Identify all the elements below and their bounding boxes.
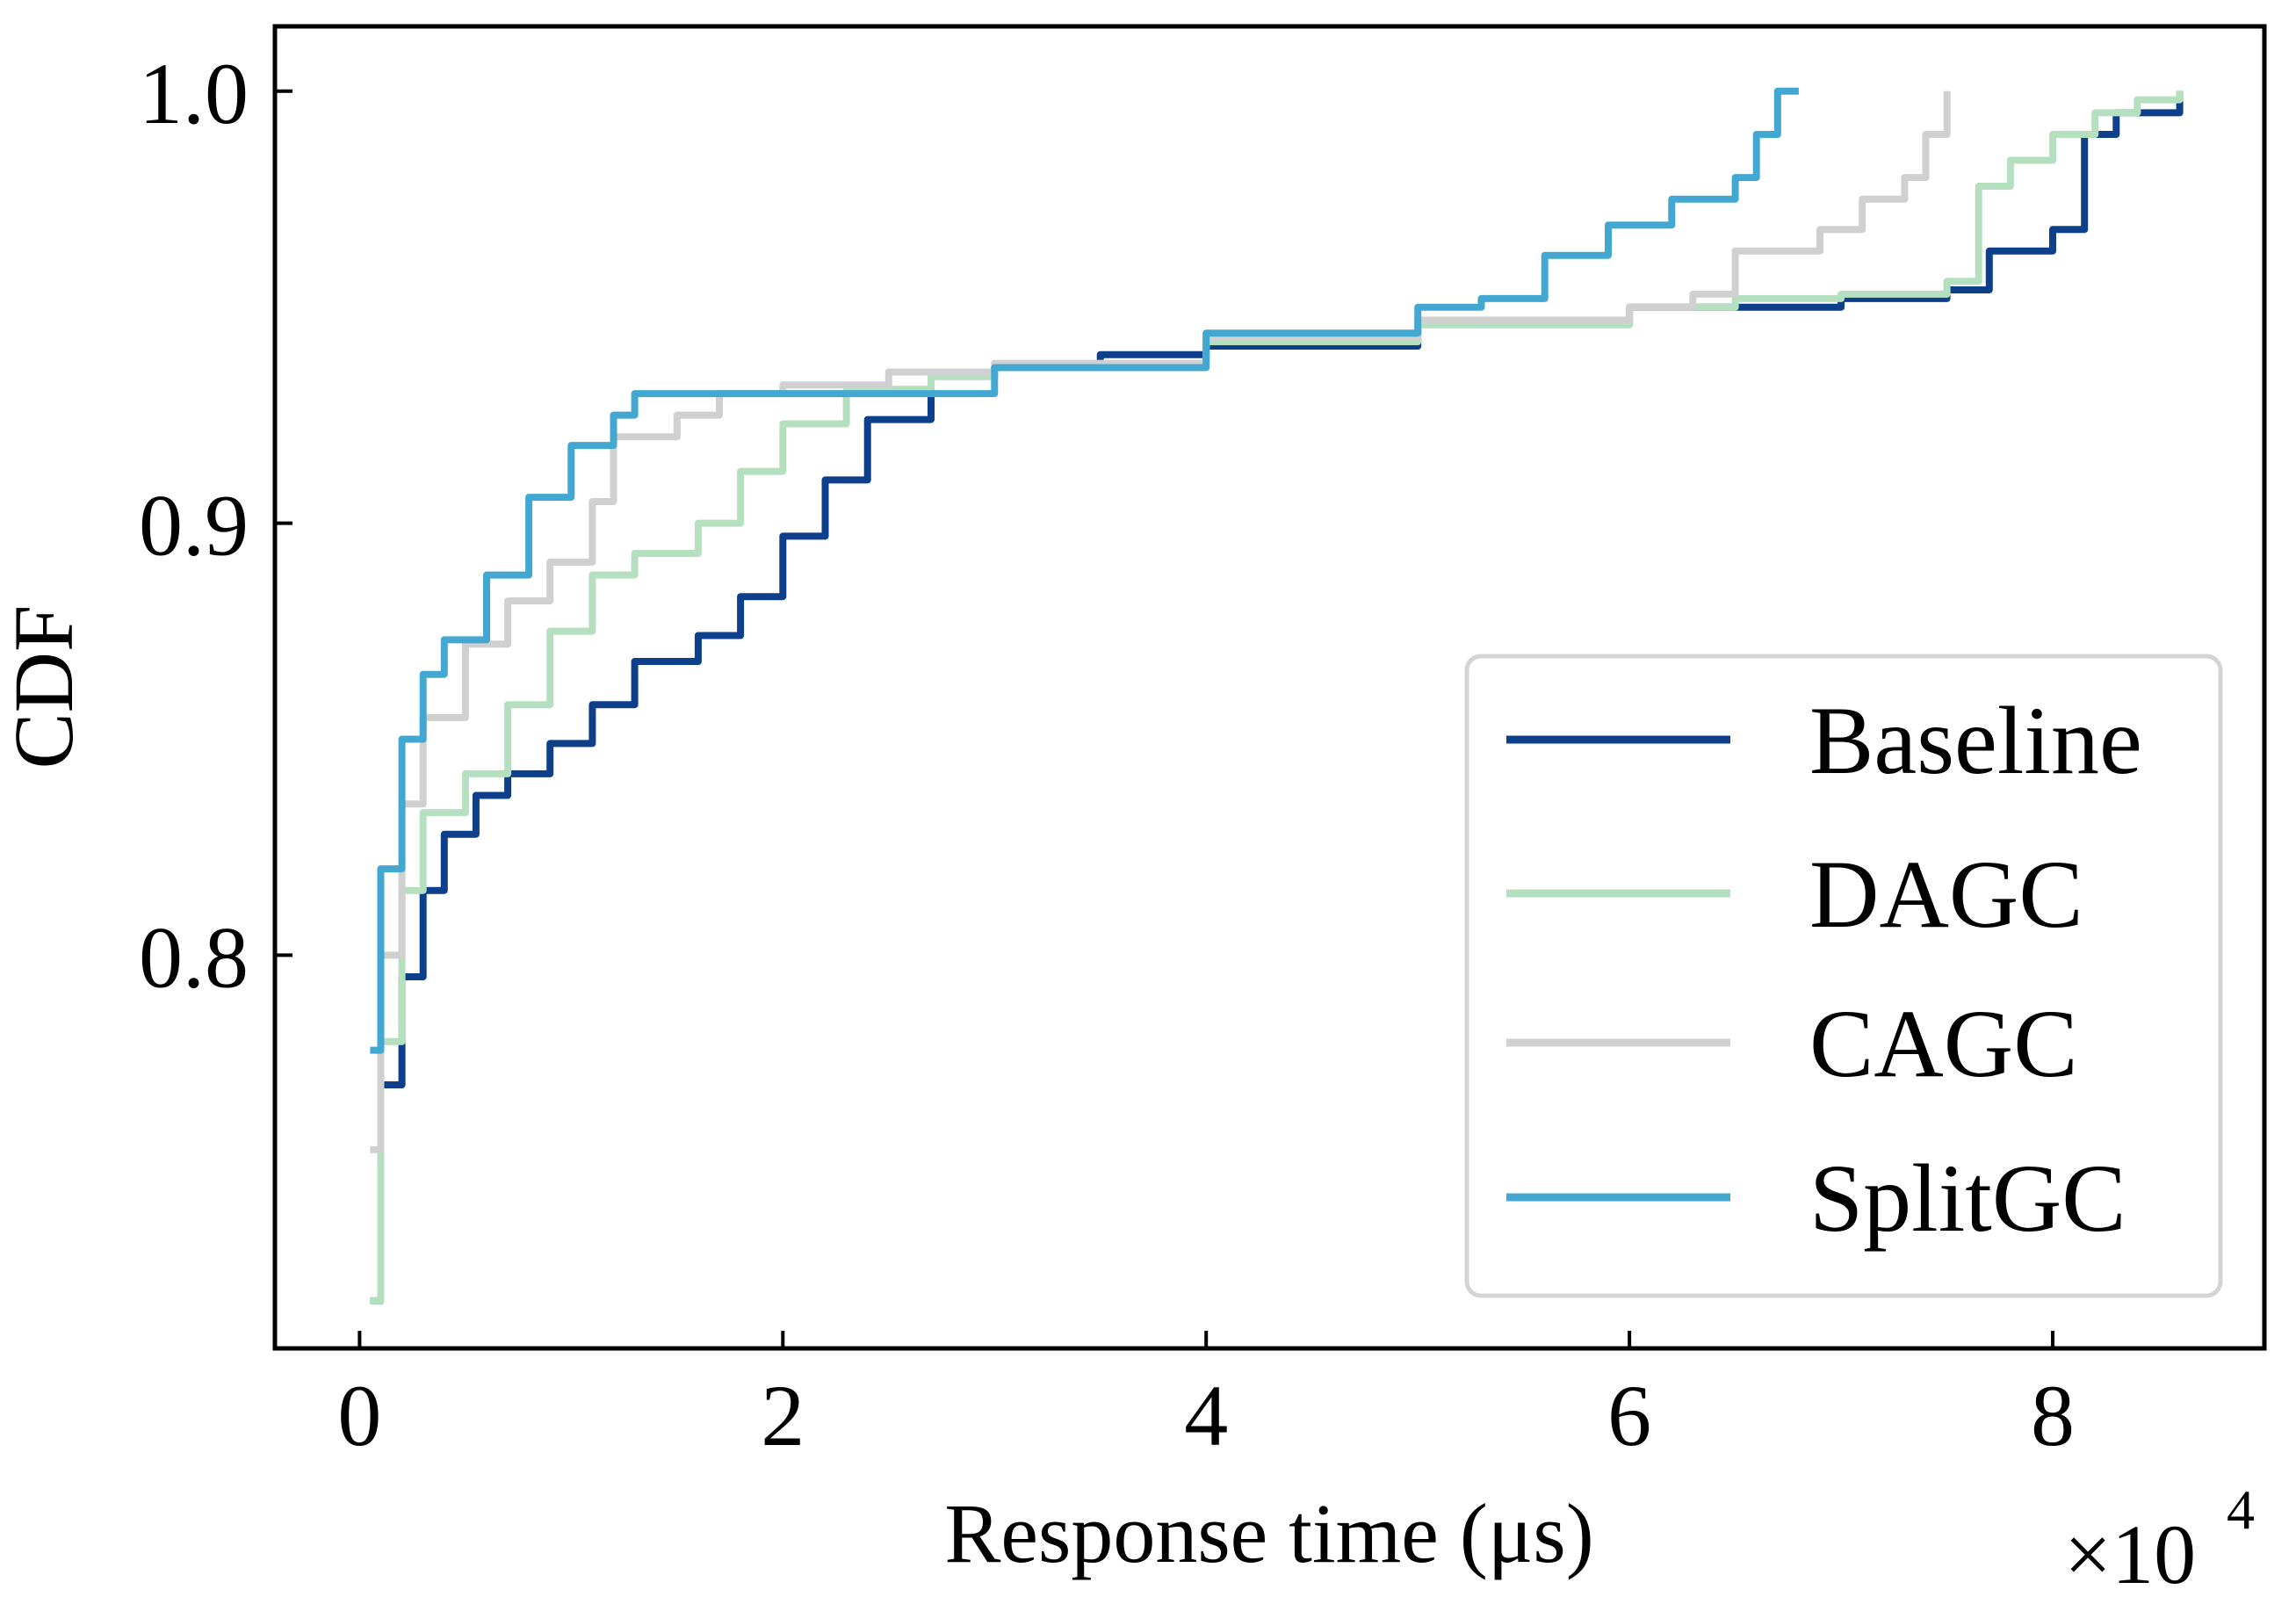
series-line-cagc: [370, 90, 1951, 1153]
legend-label-baseline: Baseline: [1809, 687, 2142, 794]
legend-label-splitgc: SplitGC: [1809, 1145, 2126, 1252]
series-line-baseline: [370, 90, 2184, 1304]
ticks-layer: 0 2 4 6 8 0.8 0.9 1.0: [139, 45, 2075, 1464]
x-tick-label: 4: [1184, 1367, 1228, 1464]
x-multiplier-exponent: 4: [2227, 1478, 2255, 1541]
x-tick-label: 8: [2031, 1367, 2075, 1464]
y-tick-label: 0.8: [139, 908, 249, 1006]
x-multiplier: ×10 4: [2064, 1478, 2255, 1601]
legend-box: [1464, 654, 2223, 1298]
y-tick-label: 0.9: [139, 477, 249, 574]
series-line-dagc: [370, 90, 2184, 1304]
x-multiplier-base: ×10: [2064, 1507, 2196, 1601]
x-tick-label: 6: [1607, 1367, 1651, 1464]
y-axis-label: CDF: [0, 605, 90, 769]
legend-label-dagc: DAGC: [1809, 841, 2083, 948]
x-axis-label: Response time (μs): [944, 1486, 1593, 1580]
x-tick-label: 0: [337, 1367, 381, 1464]
plot-frame: [272, 24, 2267, 1351]
x-tick-label: 2: [761, 1367, 805, 1464]
series-layer: [370, 87, 2184, 1304]
series-line-splitgc: [370, 87, 1799, 1054]
y-tick-label: 1.0: [139, 45, 249, 142]
legend: Baseline DAGC CAGC SplitGC: [1464, 654, 2223, 1298]
legend-label-cagc: CAGC: [1809, 990, 2078, 1097]
